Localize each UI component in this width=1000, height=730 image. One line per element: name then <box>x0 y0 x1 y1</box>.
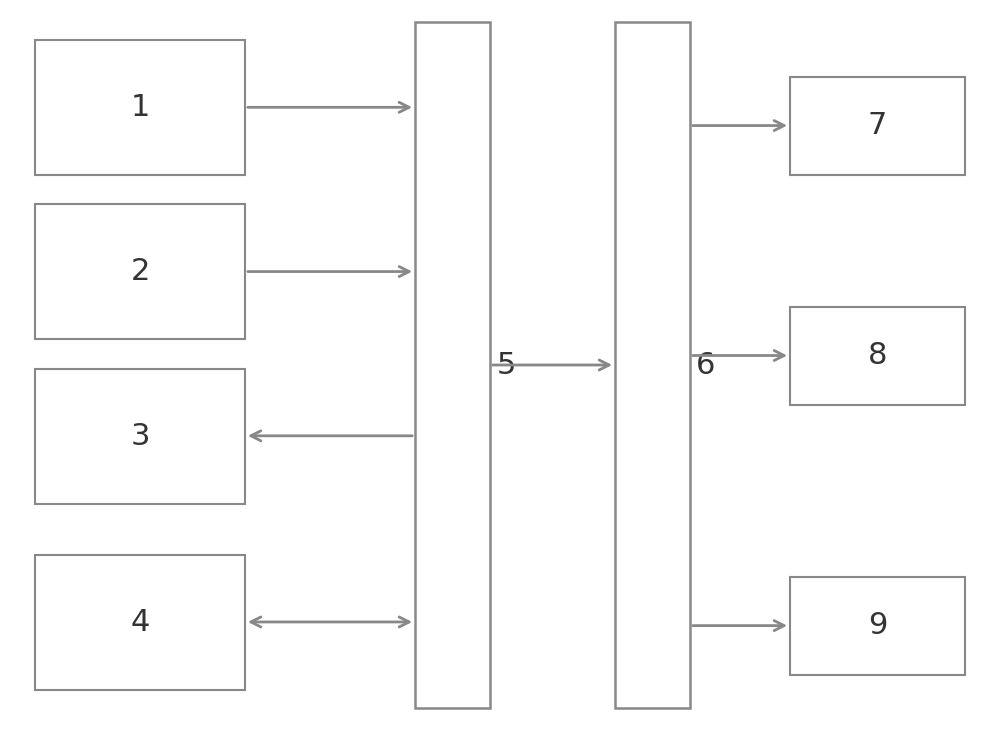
Text: 4: 4 <box>130 608 150 637</box>
Text: 5: 5 <box>496 350 516 380</box>
Bar <box>35 369 245 504</box>
Text: 1: 1 <box>130 93 150 122</box>
Text: 6: 6 <box>696 350 716 380</box>
Bar <box>790 307 965 405</box>
Text: 3: 3 <box>130 422 150 450</box>
Bar <box>615 22 690 708</box>
Bar <box>35 40 245 175</box>
Bar <box>35 555 245 690</box>
Text: 8: 8 <box>868 342 887 370</box>
Text: 9: 9 <box>868 612 887 640</box>
Bar <box>790 577 965 675</box>
Bar <box>35 204 245 339</box>
Bar <box>790 77 965 175</box>
Bar <box>415 22 490 708</box>
Text: 2: 2 <box>130 258 150 286</box>
Text: 7: 7 <box>868 112 887 140</box>
